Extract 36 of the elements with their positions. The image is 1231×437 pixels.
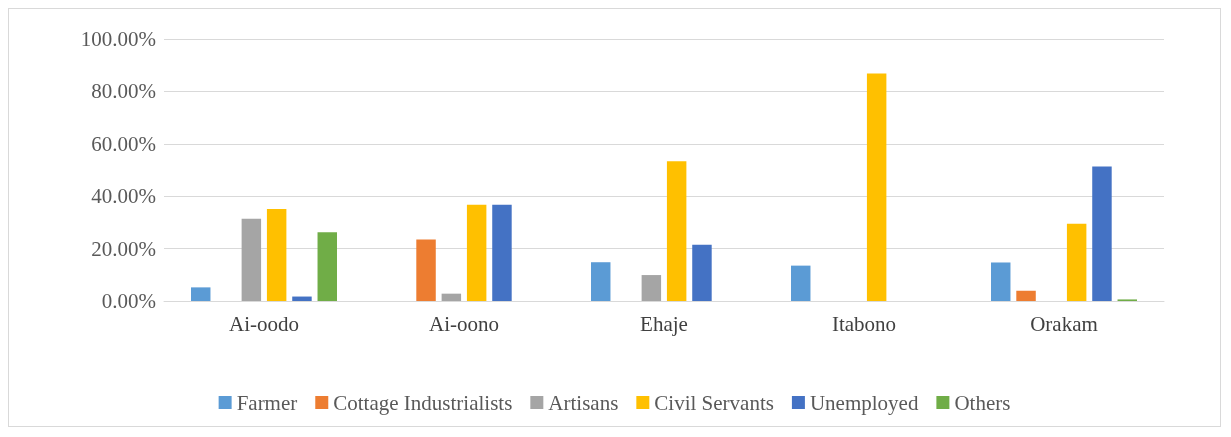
x-tick-label: Itabono bbox=[831, 311, 897, 336]
y-tick-label: 80.00% bbox=[91, 79, 156, 104]
y-tick-label: 100.00% bbox=[80, 27, 156, 51]
x-tick-label: Ai-oodo bbox=[229, 311, 299, 336]
legend-label: Others bbox=[954, 390, 1011, 415]
bar bbox=[466, 204, 487, 301]
bar bbox=[416, 239, 436, 301]
bar bbox=[441, 293, 462, 301]
bar bbox=[1092, 166, 1112, 301]
y-tick-label: 40.00% bbox=[91, 184, 156, 209]
bar bbox=[1066, 223, 1087, 301]
legend-label: Unemployed bbox=[809, 390, 919, 415]
bar bbox=[317, 232, 337, 301]
legend-label: Artisans bbox=[548, 390, 619, 415]
bar bbox=[492, 204, 512, 301]
bar bbox=[1016, 290, 1036, 301]
x-tick-label: Orakam bbox=[1030, 311, 1098, 336]
y-tick-label: 20.00% bbox=[91, 236, 156, 261]
bar bbox=[991, 262, 1011, 301]
legend-label: Civil Servants bbox=[654, 390, 774, 415]
y-tick-label: 0.00% bbox=[101, 289, 156, 313]
bar bbox=[641, 275, 662, 301]
legend-label: Cottage Industrialists bbox=[333, 390, 513, 415]
legend-label: Farmer bbox=[236, 390, 298, 415]
bar bbox=[292, 296, 312, 301]
bar bbox=[266, 209, 287, 301]
bar bbox=[241, 218, 262, 301]
bar bbox=[866, 73, 887, 301]
x-tick-label: Ehaje bbox=[640, 311, 688, 336]
y-tick-label: 60.00% bbox=[91, 131, 156, 156]
bar bbox=[692, 244, 712, 301]
bar bbox=[791, 265, 811, 301]
bar bbox=[666, 161, 687, 301]
x-tick-label: Ai-oono bbox=[429, 311, 499, 336]
bar bbox=[191, 287, 211, 301]
bar bbox=[591, 262, 611, 301]
